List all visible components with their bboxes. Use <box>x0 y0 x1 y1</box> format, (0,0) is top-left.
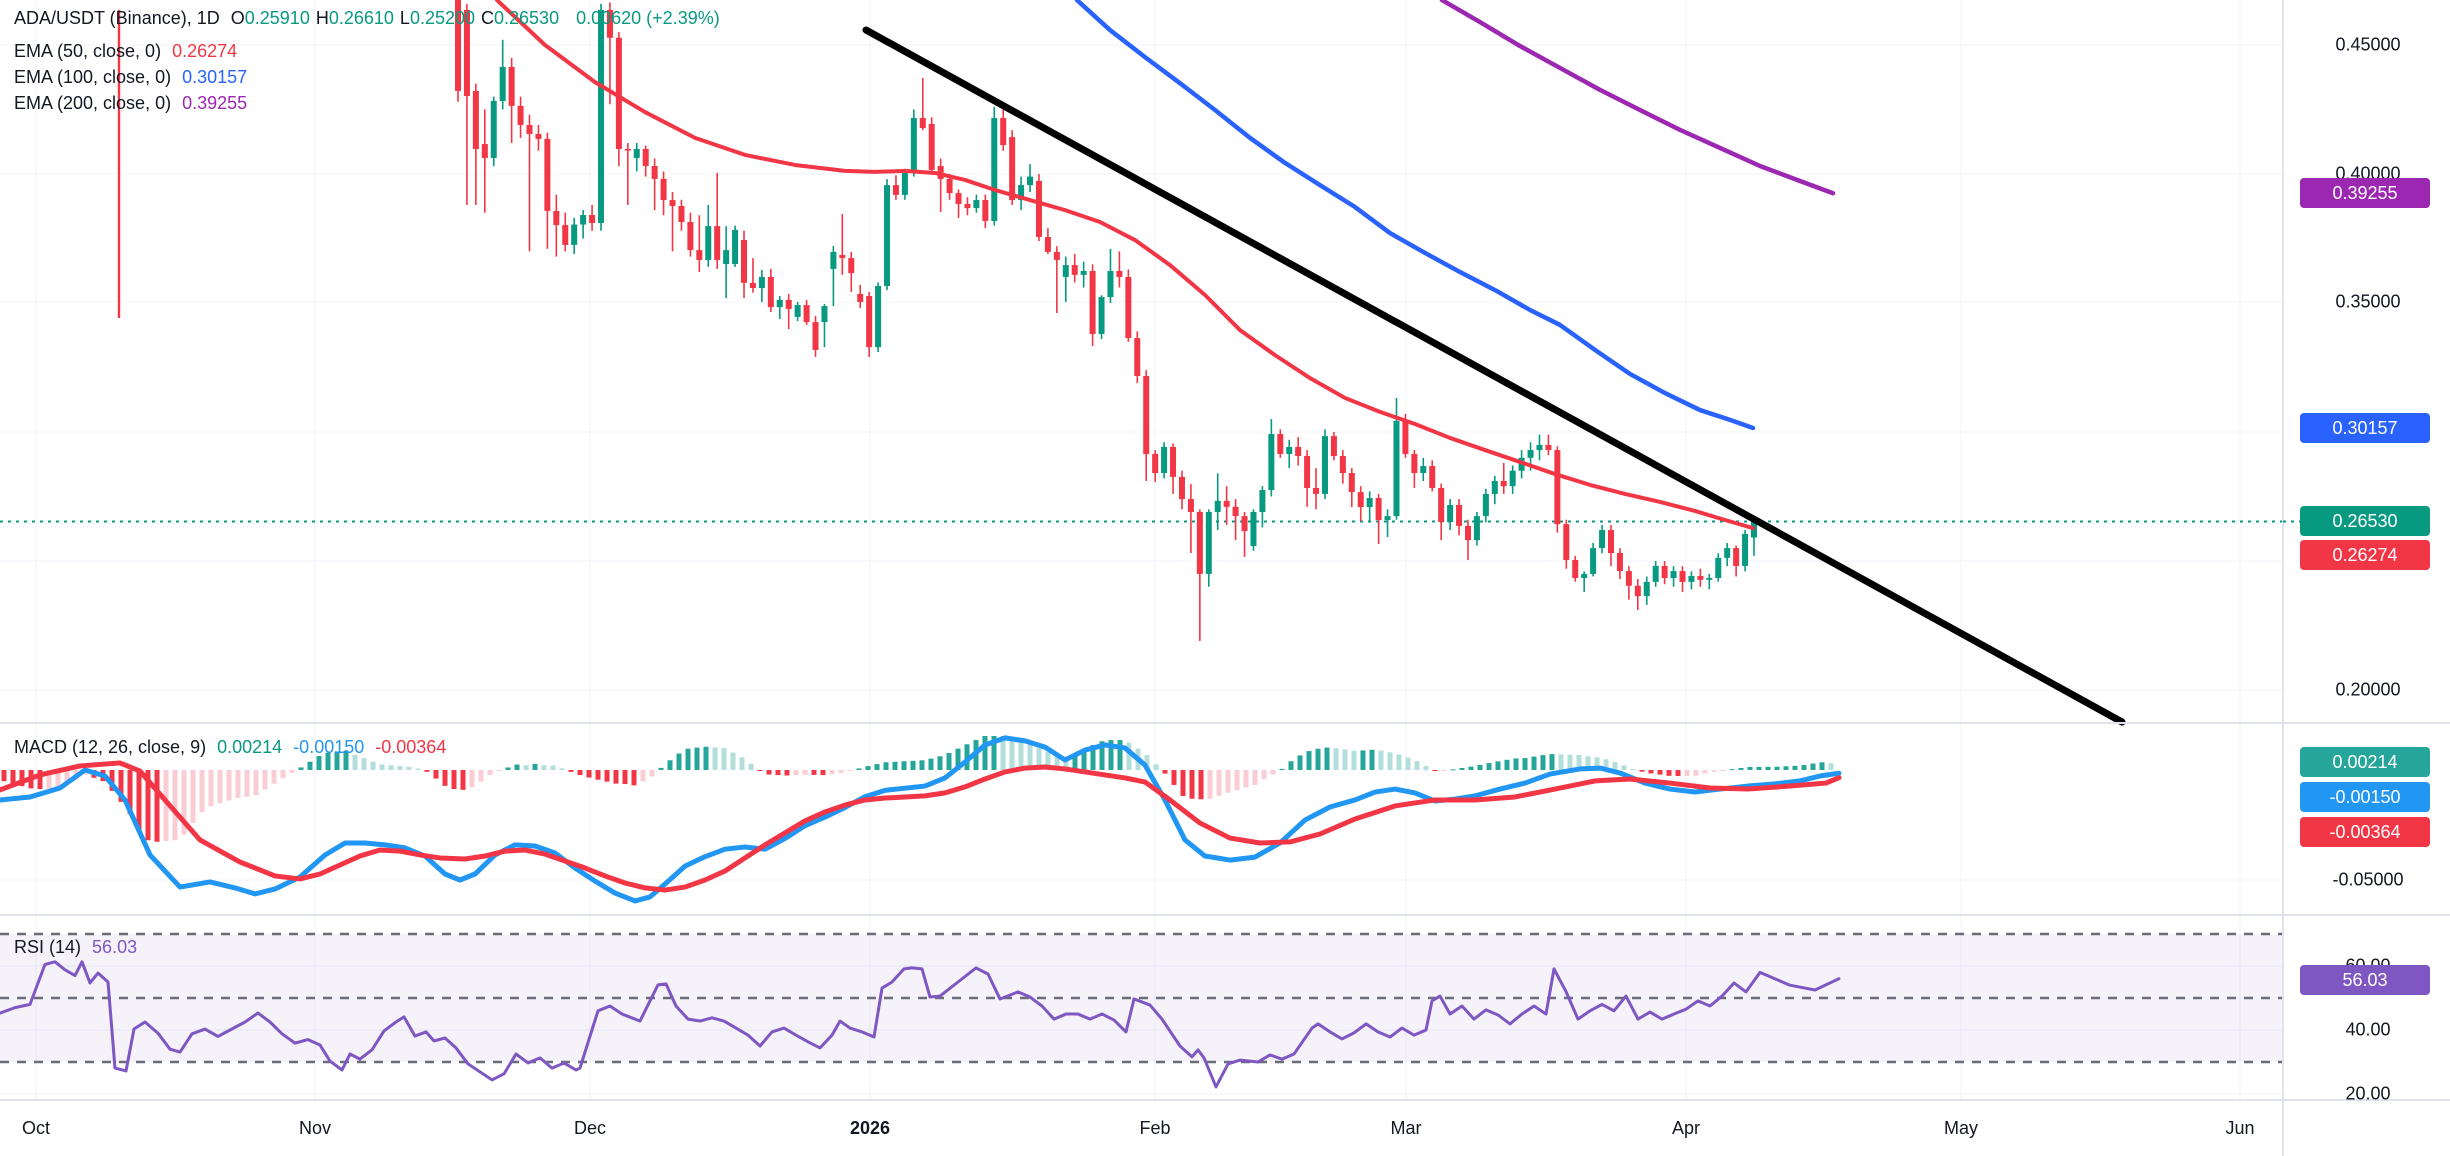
symbol-legend[interactable]: ADA/USDT (Binance), 1D O0.25910 H0.26610 L… <box>14 8 726 29</box>
ema50-value: 0.26274 <box>172 41 238 61</box>
macd-legend[interactable]: MACD (12, 26, close, 9) 0.00214 -0.00150… <box>14 737 452 758</box>
ema50-legend[interactable]: EMA (50, close, 0) 0.26274 <box>14 41 243 62</box>
ema100-line <box>1074 0 1756 431</box>
macd-line-value: -0.00150 <box>293 737 365 757</box>
macd-signal-line <box>0 760 1842 893</box>
ema50-label: EMA (50, close, 0) <box>14 41 162 61</box>
ohlc-values: O0.25910 H0.26610 L0.25200 C0.26530 <box>230 8 560 28</box>
candles <box>455 0 1757 641</box>
trendline[interactable] <box>862 26 2126 726</box>
macd-label: MACD (12, 26, close, 9) <box>14 737 207 757</box>
rsi-label: RSI (14) <box>14 937 82 957</box>
ema200-label: EMA (200, close, 0) <box>14 93 172 113</box>
ema100-label: EMA (100, close, 0) <box>14 67 172 87</box>
change-value: 0.00620 (+2.39%) <box>576 8 720 28</box>
ema100-value: 0.30157 <box>182 67 248 87</box>
rsi-legend[interactable]: RSI (14) 56.03 <box>14 937 143 958</box>
macd-signal-value: -0.00364 <box>375 737 447 757</box>
ema200-line <box>1439 0 1836 196</box>
ema50-line <box>495 0 1755 531</box>
ema100-legend[interactable]: EMA (100, close, 0) 0.30157 <box>14 67 253 88</box>
macd-line <box>0 735 1842 904</box>
rsi-line <box>0 960 1841 1089</box>
macd-hist-value: 0.00214 <box>217 737 283 757</box>
rsi-value: 56.03 <box>92 937 138 957</box>
price-axis-gutter[interactable] <box>2284 0 2450 1156</box>
symbol-title: ADA/USDT (Binance), 1D <box>14 8 220 28</box>
ema200-value: 0.39255 <box>182 93 248 113</box>
ema200-legend[interactable]: EMA (200, close, 0) 0.39255 <box>14 93 253 114</box>
